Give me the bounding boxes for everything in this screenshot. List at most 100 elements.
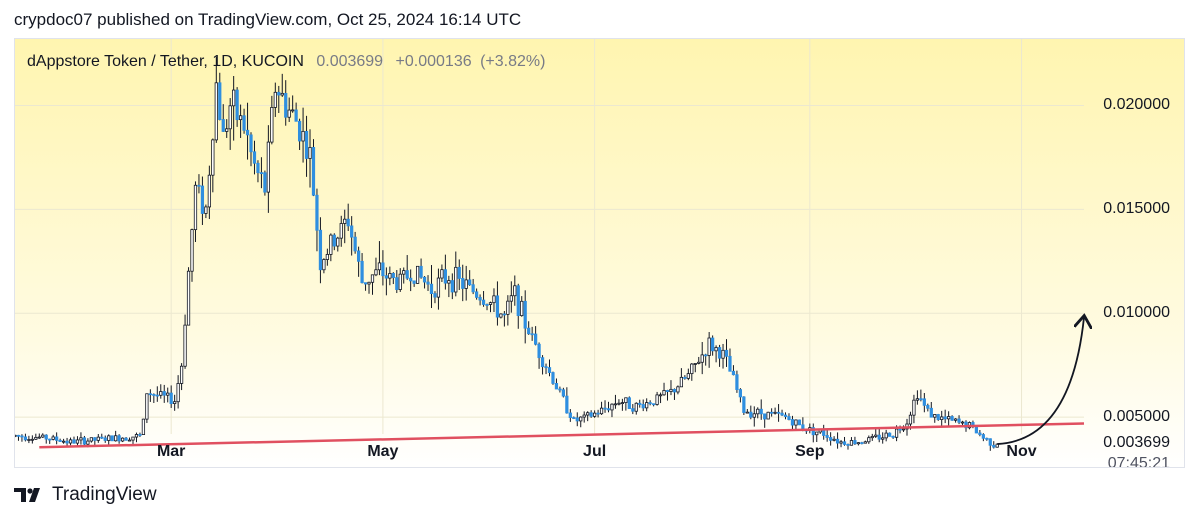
candle-up bbox=[107, 435, 111, 441]
candle-up bbox=[874, 434, 878, 437]
candle-down bbox=[422, 276, 427, 283]
candle-down bbox=[572, 417, 576, 419]
candle-up bbox=[325, 254, 329, 260]
candle-down bbox=[735, 374, 739, 390]
candle-down bbox=[652, 403, 656, 406]
candle-up bbox=[41, 434, 45, 438]
candle-up bbox=[440, 269, 444, 279]
x-tick-label: Jul bbox=[583, 443, 607, 460]
candle-up bbox=[613, 403, 618, 406]
candle-down bbox=[297, 120, 302, 142]
candle-up bbox=[336, 237, 340, 247]
candle-down bbox=[749, 411, 753, 418]
candle-up bbox=[940, 416, 944, 420]
candle-up bbox=[714, 347, 718, 352]
candle-down bbox=[683, 376, 687, 379]
candle-up bbox=[766, 411, 770, 420]
candle-up bbox=[37, 436, 41, 439]
candle-down bbox=[829, 437, 833, 441]
candle-up bbox=[700, 354, 704, 363]
candle-up bbox=[849, 440, 854, 446]
candle-down bbox=[731, 370, 736, 376]
candle-up bbox=[232, 89, 236, 107]
candle-up bbox=[915, 398, 920, 401]
candle-down bbox=[311, 147, 316, 196]
chart-background bbox=[15, 39, 1184, 467]
candle-down bbox=[20, 435, 24, 438]
candle-up bbox=[96, 436, 100, 441]
candle-up bbox=[645, 402, 649, 409]
candle-down bbox=[926, 404, 930, 409]
price-chart[interactable] bbox=[15, 39, 1185, 468]
candle-down bbox=[534, 333, 538, 345]
candle-up bbox=[89, 437, 93, 442]
candle-down bbox=[547, 367, 552, 373]
candle-up bbox=[214, 82, 218, 141]
candle-up bbox=[773, 411, 777, 414]
candle-up bbox=[75, 439, 80, 444]
candle-down bbox=[162, 391, 166, 396]
support-trendline bbox=[39, 422, 1085, 449]
candle-down bbox=[992, 444, 996, 448]
candle-down bbox=[842, 441, 847, 445]
candle-down bbox=[822, 429, 826, 436]
candle-up bbox=[506, 300, 510, 315]
candle-down bbox=[426, 281, 430, 285]
candle-down bbox=[304, 130, 309, 159]
candle-up bbox=[228, 105, 232, 130]
candle-up bbox=[114, 435, 118, 442]
candlestick-series bbox=[15, 57, 999, 451]
candle-down bbox=[763, 413, 767, 420]
candle-down bbox=[783, 414, 788, 417]
candle-up bbox=[624, 397, 628, 403]
candle-up bbox=[662, 390, 666, 396]
candle-down bbox=[72, 439, 76, 444]
x-tick-label: Sep bbox=[795, 443, 825, 460]
candle-down bbox=[770, 411, 774, 414]
last-price-label: 0.003699 bbox=[1103, 434, 1170, 452]
candle-up bbox=[454, 266, 458, 293]
candle-up bbox=[599, 407, 604, 415]
candle-up bbox=[520, 300, 524, 317]
candle-down bbox=[797, 419, 802, 426]
candle-up bbox=[51, 436, 55, 440]
candle-down bbox=[284, 92, 288, 118]
candle-up bbox=[908, 414, 913, 425]
candle-up bbox=[30, 438, 34, 441]
candle-down bbox=[395, 277, 399, 290]
candle-down bbox=[665, 390, 670, 392]
candle-up bbox=[86, 440, 90, 445]
candle-up bbox=[752, 413, 756, 418]
candle-down bbox=[957, 418, 961, 423]
candle-down bbox=[551, 372, 555, 384]
candle-up bbox=[894, 428, 899, 438]
candle-down bbox=[169, 392, 173, 404]
candle-down bbox=[575, 417, 579, 422]
candle-down bbox=[481, 299, 486, 305]
candle-down bbox=[138, 434, 142, 436]
candle-down bbox=[922, 398, 926, 406]
candle-up bbox=[79, 437, 83, 441]
chart-frame[interactable]: dAppstore Token / Tether, 1D, KUCOIN 0.0… bbox=[14, 38, 1185, 468]
candle-up bbox=[690, 363, 694, 375]
candle-down bbox=[523, 300, 527, 329]
candle-up bbox=[291, 109, 295, 112]
candle-down bbox=[495, 295, 500, 318]
candle-down bbox=[985, 437, 989, 440]
candle-down bbox=[235, 89, 239, 121]
candle-up bbox=[238, 115, 243, 121]
candle-down bbox=[860, 442, 864, 445]
candle-up bbox=[610, 403, 614, 411]
candle-down bbox=[641, 404, 645, 409]
candle-up bbox=[270, 107, 274, 143]
candle-down bbox=[200, 185, 205, 214]
candle-down bbox=[461, 278, 465, 289]
candle-up bbox=[179, 365, 184, 384]
candle-down bbox=[717, 347, 722, 359]
candle-down bbox=[433, 293, 437, 298]
candle-down bbox=[974, 426, 979, 434]
candle-up bbox=[166, 392, 170, 396]
candle-up bbox=[159, 391, 163, 396]
x-tick-label: Mar bbox=[156, 443, 186, 460]
candle-down bbox=[888, 432, 892, 437]
